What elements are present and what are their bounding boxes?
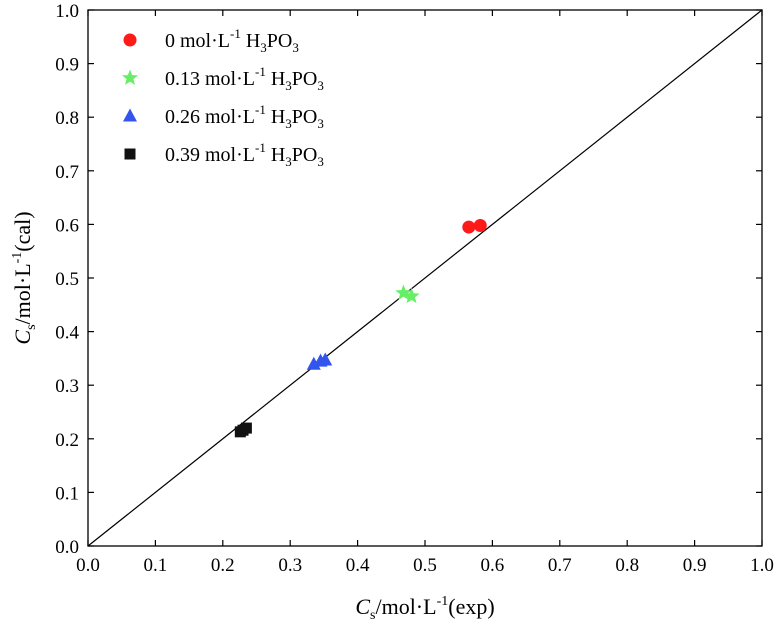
legend-marker-square xyxy=(124,148,136,160)
y-tick-label: 0.8 xyxy=(55,108,79,129)
x-tick-label: 0.2 xyxy=(211,555,235,576)
x-axis-label: Cs/mol·L-1(exp) xyxy=(355,594,494,623)
y-tick-label: 0.1 xyxy=(55,483,79,504)
data-points xyxy=(234,218,487,438)
legend-label: 0.26 mol·L-1 H3PO3 xyxy=(165,102,324,131)
x-tick-label: 0.4 xyxy=(346,555,370,576)
legend-marker-triangle xyxy=(123,108,137,122)
data-point-circle xyxy=(473,218,487,232)
data-point-circle xyxy=(462,220,476,234)
legend-marker-star xyxy=(121,69,139,85)
x-tick-label: 0.0 xyxy=(76,555,100,576)
x-tick-label: 0.9 xyxy=(683,555,707,576)
data-point-star xyxy=(395,284,412,300)
x-tick-label: 0.3 xyxy=(278,555,302,576)
y-tick-label: 0.2 xyxy=(55,430,79,451)
y-tick-label: 0.7 xyxy=(55,162,79,183)
legend-label: 0.13 mol·L-1 H3PO3 xyxy=(165,64,324,93)
y-axis-label: Cs/mol·L-1(cal) xyxy=(10,211,39,344)
y-tick-label: 0.4 xyxy=(55,323,79,344)
x-tick-label: 0.8 xyxy=(615,555,639,576)
x-tick-label: 1.0 xyxy=(750,555,774,576)
x-tick-label: 0.7 xyxy=(548,555,572,576)
data-point-star xyxy=(403,287,420,304)
data-point-square xyxy=(240,422,252,434)
legend: 0 mol·L-1 H3PO3 0.13 mol·L-1 H3PO3 0.26 mo… xyxy=(121,26,324,169)
y-tick-label: 1.0 xyxy=(55,1,79,22)
data-point-triangle xyxy=(318,352,333,366)
legend-label: 0.39 mol·L-1 H3PO3 xyxy=(165,140,324,169)
x-tick-label: 0.5 xyxy=(413,555,437,576)
y-tick-label: 0.5 xyxy=(55,269,79,290)
y-tick-label: 0.3 xyxy=(55,376,79,397)
reference-line-y-equals-x xyxy=(87,9,763,547)
y-tick-label: 0.9 xyxy=(55,55,79,76)
legend-label: 0 mol·L-1 H3PO3 xyxy=(165,26,299,55)
y-tick-label: 0.0 xyxy=(55,537,79,558)
legend-marker-circle xyxy=(123,33,137,47)
axis-ticks: 0.0 0.1 0.2 0.3 0.4 0.5 0.6 0.7 0.8 0.9 1.0 0.0 0.1 0… xyxy=(55,1,774,576)
x-tick-label: 0.6 xyxy=(481,555,505,576)
y-tick-label: 0.6 xyxy=(55,215,79,236)
x-tick-label: 0.1 xyxy=(144,555,168,576)
